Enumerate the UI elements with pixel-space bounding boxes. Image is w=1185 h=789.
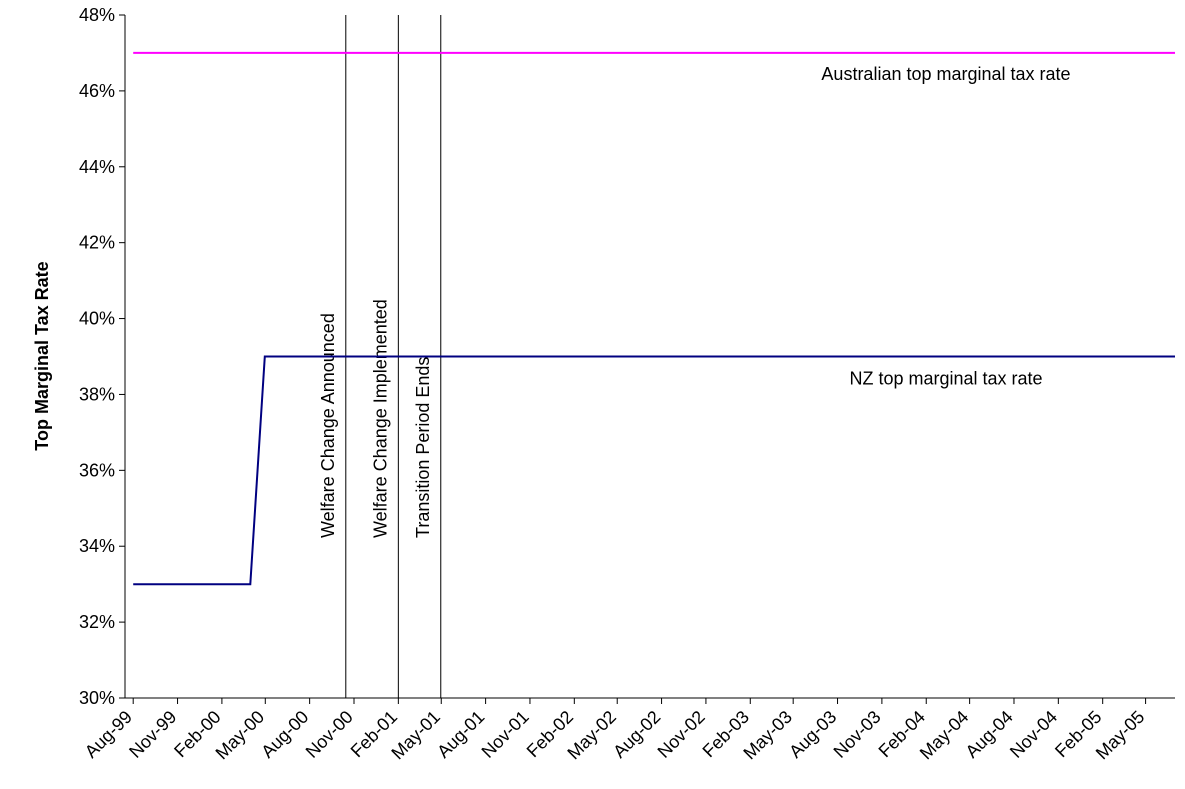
x-tick-label: May-05 [1092,707,1149,764]
x-tick-label: Nov-03 [830,707,885,762]
x-tick-label: Aug-01 [433,707,488,762]
y-axis-ticks: 30% 32% 34% 36% 38% 40% 42% 44% 46% 48% [79,5,125,708]
x-tick-label: Aug-00 [257,707,312,762]
x-tick-label: May-04 [916,707,973,764]
series-label: Australian top marginal tax rate [821,64,1070,84]
x-tick-label: Nov-01 [478,707,533,762]
x-tick-label: Aug-04 [962,707,1017,762]
y-tick-label: 42% [79,233,115,253]
x-tick-label: May-03 [739,707,796,764]
event-label: Welfare Change Announced [318,313,338,538]
x-tick-label: Aug-03 [785,707,840,762]
y-tick-label: 36% [79,460,115,480]
event-markers: Welfare Change Announced Welfare Change I… [318,15,442,698]
y-tick-label: 38% [79,384,115,404]
x-tick-label: Nov-00 [302,707,357,762]
y-tick-label: 32% [79,612,115,632]
y-axis-label: Top Marginal Tax Rate [32,261,52,450]
x-tick-label: May-02 [563,707,620,764]
event-label: Welfare Change Implemented [370,299,390,538]
y-tick-label: 40% [79,309,115,329]
x-tick-label: Aug-02 [609,707,664,762]
x-tick-label: Aug-99 [81,707,136,762]
series-labels: Australian top marginal tax rate NZ top m… [821,64,1070,389]
y-tick-label: 30% [79,688,115,708]
x-tick-label: May-01 [387,707,444,764]
x-tick-label: Nov-04 [1006,707,1061,762]
y-tick-label: 44% [79,157,115,177]
series-label: NZ top marginal tax rate [849,369,1042,389]
x-tick-label: May-00 [212,707,269,764]
data-series [133,51,1175,586]
y-tick-label: 46% [79,81,115,101]
event-label: Transition Period Ends [413,357,433,538]
x-axis-ticks: Aug-99Nov-99Feb-00May-00Aug-00Nov-00Feb-… [81,698,1149,764]
series-line [133,355,1175,586]
y-tick-label: 48% [79,5,115,25]
x-tick-label: Nov-99 [125,707,180,762]
x-tick-label: Nov-02 [654,707,709,762]
y-tick-label: 34% [79,536,115,556]
